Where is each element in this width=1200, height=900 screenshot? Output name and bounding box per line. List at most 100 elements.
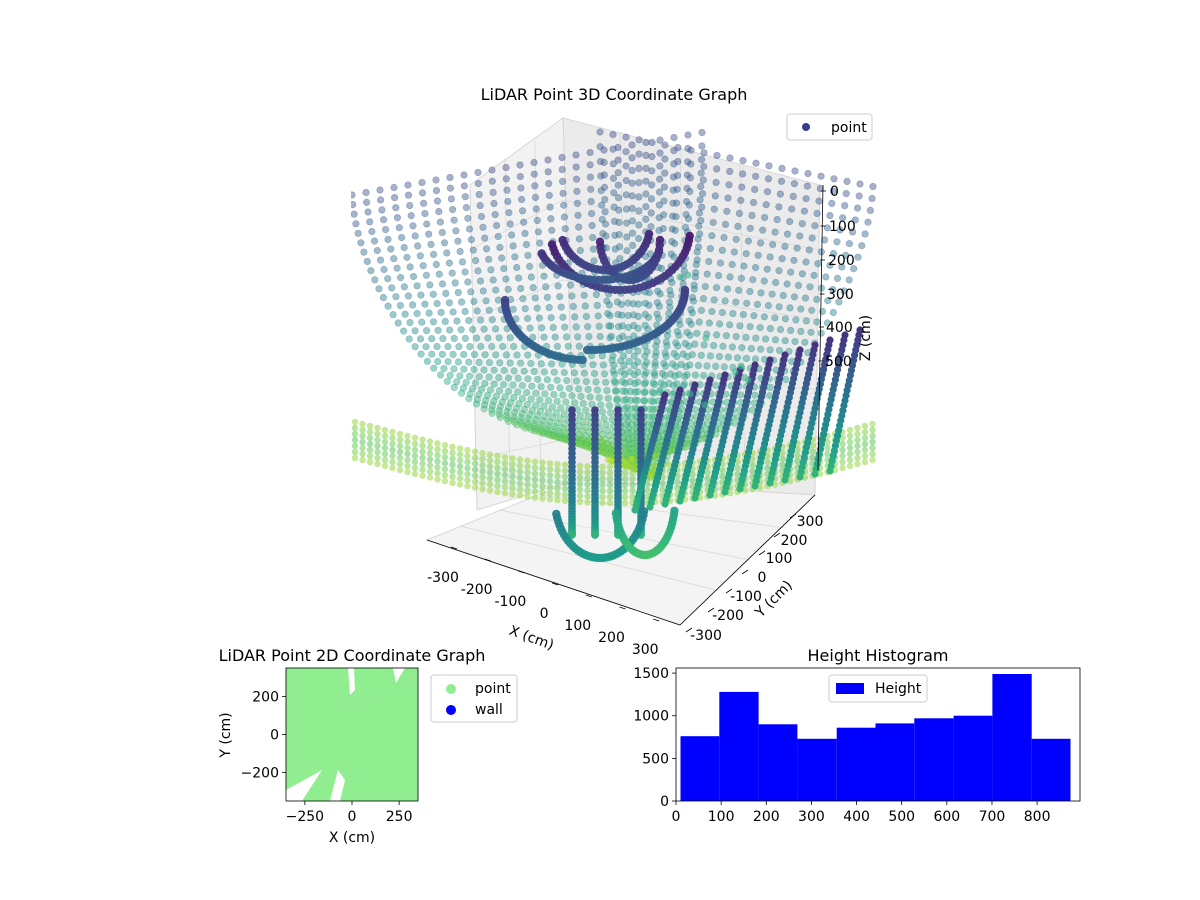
point [454, 358, 463, 366]
point [435, 208, 443, 216]
point [646, 405, 654, 413]
point [475, 391, 483, 399]
point [364, 208, 372, 216]
point [660, 197, 668, 205]
x-tick-label: −250 [286, 809, 324, 825]
point [659, 480, 666, 487]
point [561, 479, 569, 486]
point [806, 283, 814, 291]
point [846, 462, 854, 470]
point [535, 428, 544, 436]
point [618, 332, 627, 340]
point [417, 350, 425, 358]
point [440, 239, 449, 247]
point [700, 162, 708, 171]
point [802, 317, 811, 325]
point [710, 296, 718, 304]
chart-3d: LiDAR Point 3D Coordinate Graph -300-200… [351, 85, 877, 658]
point [776, 325, 785, 334]
point [728, 260, 736, 269]
point [703, 270, 711, 278]
point [579, 418, 587, 426]
point [587, 185, 595, 193]
point [813, 209, 821, 217]
point [630, 362, 639, 370]
point [539, 417, 547, 425]
point [642, 190, 650, 198]
point [516, 161, 524, 169]
point [771, 336, 780, 344]
point [435, 270, 443, 278]
point [490, 199, 498, 208]
point [840, 287, 848, 295]
x-tick-label: 700 [979, 809, 1006, 825]
point [559, 313, 567, 321]
point [800, 207, 809, 215]
point [537, 426, 545, 434]
point [374, 430, 381, 438]
point [512, 404, 521, 413]
point [439, 335, 447, 343]
point [781, 337, 789, 345]
point [368, 227, 376, 236]
point [739, 157, 747, 165]
point [456, 372, 464, 380]
point [794, 281, 803, 290]
point [817, 172, 825, 180]
point [657, 379, 665, 387]
point [479, 455, 486, 463]
point [374, 436, 381, 444]
point [592, 378, 600, 386]
point [673, 185, 681, 193]
point [505, 209, 513, 217]
legend-frame [828, 674, 928, 703]
point [573, 187, 581, 195]
point [584, 385, 592, 394]
point [371, 276, 379, 284]
point [625, 424, 633, 432]
point [504, 197, 512, 206]
point [531, 458, 539, 465]
point [548, 414, 557, 422]
point [803, 182, 812, 190]
point [839, 452, 846, 460]
point [667, 370, 675, 378]
point [390, 183, 398, 192]
point [444, 343, 452, 351]
point [726, 167, 734, 175]
point [626, 454, 634, 463]
point [456, 469, 464, 476]
point [618, 311, 626, 319]
point [545, 191, 553, 199]
point [479, 461, 486, 469]
point [771, 314, 779, 322]
point [531, 425, 539, 433]
point [584, 413, 592, 421]
point [850, 265, 858, 273]
point [418, 178, 426, 187]
point [509, 242, 517, 250]
point [673, 380, 681, 388]
point [502, 175, 510, 183]
point [544, 429, 552, 437]
point [629, 300, 637, 308]
point [701, 282, 709, 291]
point [732, 333, 740, 341]
point [553, 397, 561, 405]
point [709, 218, 717, 227]
point [577, 437, 586, 445]
point [698, 190, 707, 198]
point [555, 430, 563, 438]
point [479, 485, 486, 493]
point [525, 423, 533, 432]
point [589, 245, 598, 253]
point [530, 422, 538, 430]
point [479, 473, 486, 481]
point [379, 294, 388, 302]
point [718, 246, 727, 254]
point [628, 154, 636, 162]
point [631, 396, 639, 404]
point [660, 183, 669, 191]
point [788, 205, 796, 213]
point [670, 133, 678, 142]
